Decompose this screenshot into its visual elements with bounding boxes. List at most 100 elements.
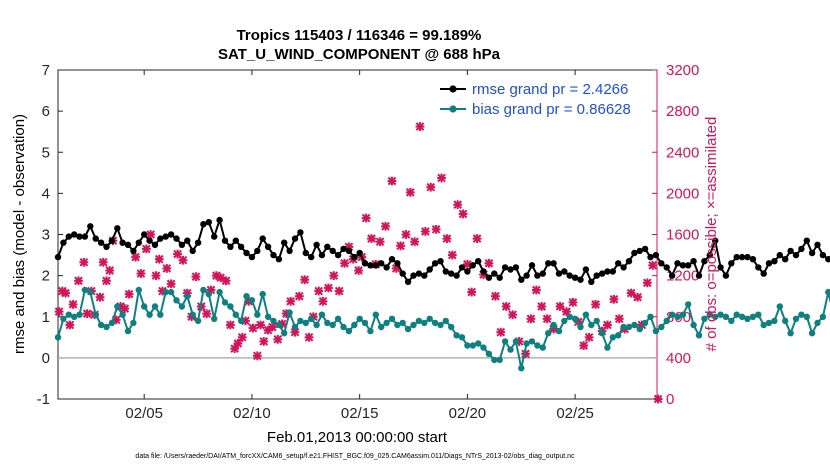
x-tick-label: 02/20 — [449, 405, 487, 422]
rmse-point — [695, 272, 703, 279]
rmse-point — [566, 272, 573, 279]
obs-count-point — [542, 314, 552, 324]
obs-count-point — [614, 314, 624, 324]
rmse-point — [189, 247, 196, 255]
rmse-point — [205, 219, 212, 226]
obs-count-point — [329, 271, 339, 281]
obs-count-point — [537, 302, 547, 311]
x-tick-label: 02/05 — [125, 405, 163, 422]
obs-count-point — [579, 341, 589, 350]
rmse-point — [356, 249, 363, 257]
bias-point — [755, 311, 762, 318]
rmse-point — [345, 247, 353, 255]
rmse-point — [464, 268, 471, 275]
obs-count-point — [401, 230, 411, 239]
rmse-point — [114, 225, 121, 232]
obs-count-point — [294, 291, 304, 301]
rmse-point — [803, 237, 810, 244]
y-axis-label: rmse and bias (model - observation) — [11, 114, 28, 354]
left-tick-label: 1 — [42, 309, 50, 326]
rmse-point — [577, 276, 584, 283]
rmse-point — [448, 270, 455, 277]
obs-count-point — [74, 276, 83, 286]
obs-count-point — [334, 286, 344, 296]
rmse-point — [598, 270, 606, 277]
rmse-point — [808, 249, 816, 257]
bias-point — [329, 321, 336, 329]
rmse-point — [281, 239, 288, 246]
y-axis-right-label: # of obs: o=possible; ×=assimilated — [703, 117, 720, 352]
bias-point — [97, 321, 105, 329]
rmse-point — [825, 256, 830, 263]
rmse-point — [760, 270, 767, 277]
rmse-point — [792, 251, 800, 259]
rmse-point — [76, 233, 83, 240]
bias-point — [189, 311, 196, 318]
bias-point — [383, 319, 390, 327]
bias-point — [114, 303, 121, 310]
bias-point — [663, 317, 670, 325]
bias-point — [259, 290, 266, 298]
rmse-point — [162, 233, 169, 240]
bias-point — [566, 313, 573, 320]
bias-point — [733, 311, 740, 318]
bias-point — [388, 315, 396, 322]
rmse-point — [237, 243, 245, 250]
rmse-point — [588, 278, 595, 285]
bias-point — [356, 315, 363, 322]
obs-count-point — [467, 287, 477, 297]
obs-count-point — [314, 286, 324, 296]
obs-count-point — [653, 394, 663, 404]
rmse-point — [383, 264, 390, 271]
bias-point — [286, 309, 293, 316]
bias-point — [151, 303, 159, 310]
bias-point — [744, 315, 751, 322]
data-file-footnote: data file: /Users/raeder/DAI/ATM_forcXX/… — [135, 453, 575, 460]
bias-point — [291, 323, 299, 331]
rmse-point — [87, 223, 94, 230]
x-tick-label: 02/15 — [341, 405, 379, 422]
rmse-point — [641, 245, 649, 253]
right-axis: 0400800120016002000240028003200 — [652, 62, 699, 408]
bias-point — [776, 303, 783, 310]
rmse-point — [604, 268, 611, 275]
bias-point — [717, 311, 724, 318]
rmse-point — [119, 239, 126, 246]
rmse-point — [765, 260, 773, 267]
bias-point — [512, 338, 520, 345]
obs-count-point — [447, 250, 457, 260]
rmse-point — [378, 260, 385, 267]
rmse-point — [399, 270, 406, 277]
rmse-point — [286, 247, 293, 255]
rmse-point — [372, 262, 379, 269]
rmse-point — [211, 233, 218, 240]
bias-point — [60, 315, 67, 322]
obs-count-point — [633, 292, 643, 302]
obs-count-point — [584, 332, 594, 342]
rmse-point — [437, 258, 444, 265]
rmse-point — [146, 237, 153, 244]
rmse-point — [442, 268, 449, 275]
rmse-point — [539, 270, 546, 277]
rmse-point — [507, 266, 514, 273]
obs-count-point — [396, 241, 405, 251]
rmse-point — [593, 272, 600, 279]
obs-count-point — [136, 269, 146, 278]
obs-count-point — [484, 258, 494, 268]
obs-count-point — [65, 320, 75, 330]
x-tick-label: 02/25 — [556, 405, 594, 422]
rmse-point — [491, 270, 498, 277]
bias-point — [324, 319, 331, 327]
bias-point — [571, 315, 579, 322]
bias-point — [679, 311, 687, 318]
bias-point — [275, 321, 283, 329]
bias-point — [130, 319, 137, 327]
bias-point — [340, 323, 347, 331]
bias-point — [652, 327, 660, 335]
obs-count-point — [626, 288, 636, 298]
obs-count-point — [415, 122, 425, 131]
obs-count-point — [340, 258, 349, 268]
bias-point — [243, 293, 250, 300]
rmse-point — [712, 237, 719, 244]
bias-point — [771, 317, 778, 325]
